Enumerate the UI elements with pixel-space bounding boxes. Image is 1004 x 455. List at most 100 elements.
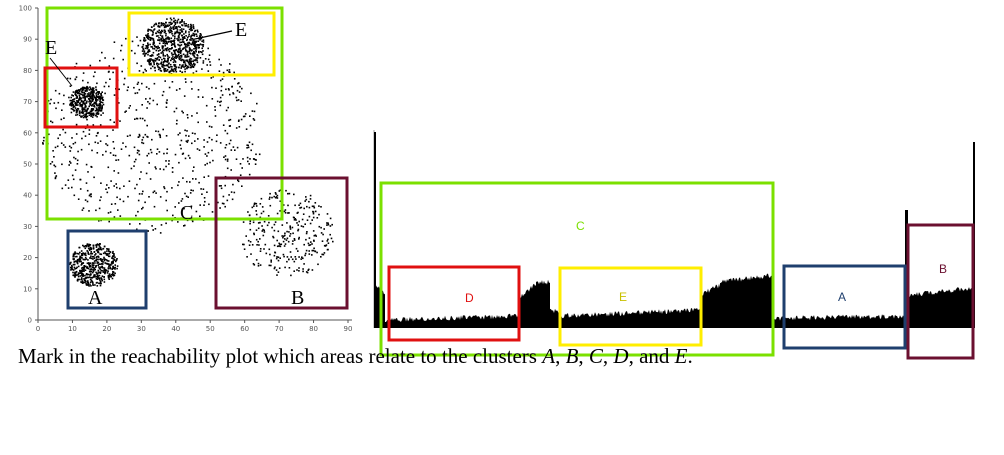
scatter-point <box>206 141 209 143</box>
scatter-point <box>304 252 307 255</box>
scatter-point <box>162 64 165 67</box>
scatter-point <box>81 268 84 271</box>
scatter-point <box>174 37 176 39</box>
scatter-point <box>237 120 240 122</box>
scatter-point <box>207 58 210 61</box>
scatter-point <box>155 22 157 25</box>
scatter-point <box>218 185 221 187</box>
scatter-point <box>165 160 167 162</box>
scatter-point <box>98 207 101 210</box>
scatter-point <box>103 256 105 259</box>
scatter-point <box>66 77 69 80</box>
scatter-point <box>185 23 187 25</box>
scatter-point <box>224 146 227 149</box>
scatter-point <box>173 70 175 73</box>
scatter-point <box>88 92 90 94</box>
scatter-point <box>98 263 100 265</box>
scatter-point <box>185 134 187 137</box>
scatter-point <box>173 43 176 45</box>
scatter-point <box>191 37 193 40</box>
scatter-point <box>164 60 166 63</box>
scatter-point <box>78 260 81 263</box>
scatter-point <box>108 278 110 280</box>
scatter-point <box>111 277 114 280</box>
scatter-point <box>97 104 99 107</box>
scatter-point <box>282 204 285 206</box>
scatter-point <box>85 276 88 279</box>
scatter-point <box>116 258 118 260</box>
scatter-point <box>207 47 209 50</box>
scatter-point <box>284 234 286 237</box>
scatter-point <box>79 269 81 272</box>
scatter-point <box>167 38 169 40</box>
scatter-point <box>146 35 148 38</box>
scatter-point <box>327 222 329 224</box>
scatter-point <box>91 97 93 99</box>
scatter-point <box>175 57 177 59</box>
scatter-point <box>94 109 97 112</box>
scatter-point <box>199 39 201 41</box>
scatter-point <box>157 68 160 71</box>
scatter-point <box>173 63 175 66</box>
scatter-point <box>306 205 308 208</box>
scatter-point <box>175 53 177 56</box>
scatter-point <box>101 98 104 100</box>
scatter-point <box>90 273 92 276</box>
scatter-point <box>156 63 158 65</box>
scatter-point <box>87 87 89 90</box>
scatter-point <box>89 113 92 116</box>
scatter-point <box>113 185 115 187</box>
scatter-point <box>230 149 233 151</box>
scatter-point <box>169 71 171 73</box>
scatter-point <box>173 25 176 27</box>
scatter-point <box>304 254 306 257</box>
scatter-point <box>157 45 159 48</box>
scatter-point <box>201 47 203 50</box>
scatter-point <box>327 223 330 226</box>
scatter-point <box>87 245 90 248</box>
scatter-point <box>71 268 74 271</box>
scatter-point <box>178 44 181 47</box>
scatter-point <box>108 250 110 253</box>
scatter-point <box>105 143 107 145</box>
scatter-point <box>162 54 165 56</box>
scatter-point <box>322 233 324 236</box>
scatter-point <box>248 141 251 144</box>
scatter-point <box>209 161 211 164</box>
scatter-point <box>187 55 190 58</box>
scatter-point <box>144 119 146 122</box>
scatter-point <box>293 238 296 240</box>
scatter-point <box>153 63 155 66</box>
scatter-point <box>153 62 155 64</box>
scatter-point <box>183 60 186 63</box>
scatter-point <box>76 110 79 112</box>
scatter-point <box>206 162 208 165</box>
scatter-point <box>98 105 100 107</box>
scatter-point <box>149 43 151 46</box>
scatter-point <box>291 226 294 229</box>
scatter-point <box>83 266 85 268</box>
scatter-point <box>86 108 89 110</box>
scatter-point <box>292 240 294 242</box>
scatter-point <box>294 218 297 220</box>
scatter-point <box>164 44 166 47</box>
scatter-point <box>98 282 100 285</box>
scatter-point <box>189 192 192 194</box>
scatter-point <box>257 262 260 265</box>
scatter-point <box>118 88 120 91</box>
scatter-point <box>135 158 137 161</box>
scatter-point <box>286 260 288 263</box>
y-tick-label: 80 <box>23 67 32 75</box>
scatter-point <box>260 212 263 215</box>
scatter-point <box>70 103 73 106</box>
scatter-point <box>50 120 52 123</box>
scatter-point <box>136 228 138 231</box>
scatter-point <box>146 135 148 138</box>
scatter-point <box>95 102 97 105</box>
scatter-point <box>191 220 194 223</box>
scatter-point <box>163 57 165 60</box>
scatter-point <box>83 258 85 261</box>
scatter-point <box>72 274 74 277</box>
scatter-point <box>92 267 95 269</box>
